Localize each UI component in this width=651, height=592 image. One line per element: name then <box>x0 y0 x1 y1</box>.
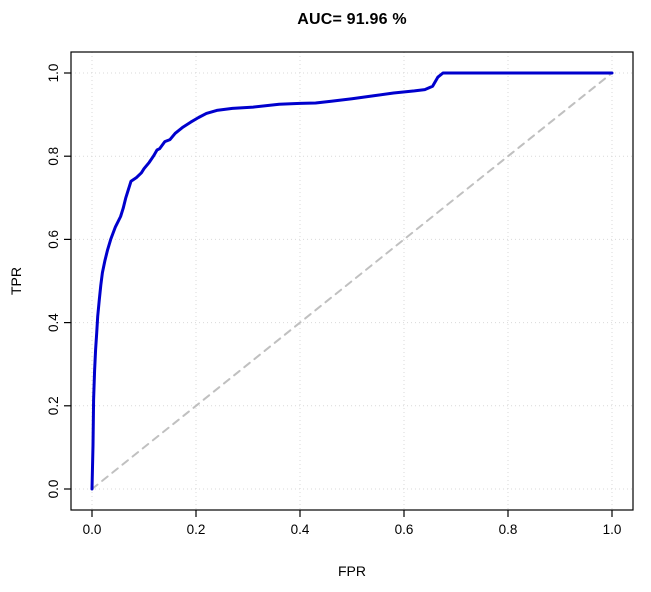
y-axis-label: TPR <box>8 267 24 295</box>
grid-layer <box>71 52 633 510</box>
x-axis-label: FPR <box>338 563 366 579</box>
y-tick-label: 0.6 <box>46 230 61 249</box>
axis-layer: 0.0 0.2 0.4 0.6 0.8 1.0 0.0 0.2 0.4 0.6 0.8 1.0 <box>46 64 621 537</box>
x-tick-label: 0.0 <box>83 522 102 537</box>
x-tick-label: 0.2 <box>187 522 206 537</box>
x-tick-label: 1.0 <box>603 522 622 537</box>
y-tick-label: 0.0 <box>46 480 61 499</box>
data-layer <box>90 71 614 491</box>
x-tick-label: 0.8 <box>499 522 518 537</box>
y-tick-label: 0.2 <box>46 396 61 415</box>
y-tick-label: 0.4 <box>46 313 61 332</box>
x-tick-label: 0.4 <box>291 522 310 537</box>
y-tick-label: 0.8 <box>46 147 61 166</box>
y-tick-label: 1.0 <box>46 64 61 83</box>
plot-border <box>70 51 634 511</box>
roc-curve-line <box>90 71 614 491</box>
chance-diagonal-line <box>91 72 613 490</box>
x-tick-label: 0.6 <box>395 522 414 537</box>
chart-title: AUC= 91.96 % <box>297 11 407 28</box>
